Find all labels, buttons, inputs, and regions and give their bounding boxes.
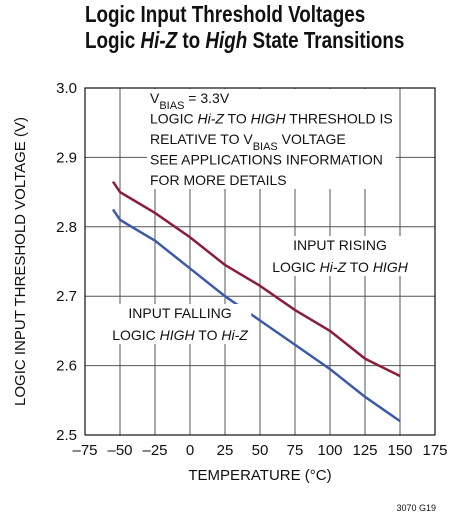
- x-tick-label: 125: [352, 442, 377, 459]
- text-segment: Logic Input Threshold Voltages: [85, 2, 365, 27]
- text-segment: Hi-Z: [140, 28, 178, 53]
- text-segment: THRESHOLD IS: [286, 111, 393, 127]
- y-tick-label: 2.7: [56, 288, 77, 305]
- y-tick-label: 2.5: [56, 427, 77, 444]
- text-segment: LOGIC: [150, 111, 197, 127]
- y-tick-label: 2.6: [56, 358, 77, 375]
- text-line: INPUT FALLING: [128, 305, 231, 321]
- text-line: LOGIC HIGH TO Hi-Z: [112, 327, 248, 343]
- x-tick-label: 175: [422, 442, 447, 459]
- text-segment: LOGIC: [112, 327, 159, 343]
- series-line: [111, 180, 401, 378]
- text-segment: SEE APPLICATIONS INFORMATION: [150, 152, 383, 168]
- text-segment: Hi-Z: [197, 111, 224, 127]
- text-line: FOR MORE DETAILS: [150, 172, 287, 188]
- y-tick-label: 3.0: [56, 80, 77, 97]
- x-tick-label: 100: [317, 442, 342, 459]
- y-tick-label: 2.8: [56, 219, 77, 236]
- text-segment: TO: [195, 327, 222, 343]
- text-segment: Logic: [85, 28, 140, 53]
- text-line: SEE APPLICATIONS INFORMATION: [150, 152, 383, 168]
- text-segment: to: [177, 28, 205, 53]
- chart-title: Logic Input Threshold Voltages: [85, 2, 365, 27]
- text-segment: Hi-Z: [221, 327, 248, 343]
- x-tick-label: 75: [287, 442, 304, 459]
- x-axis-label: TEMPERATURE (°C): [188, 467, 331, 484]
- text-segment: HIGH: [251, 111, 287, 127]
- x-tick-label: 0: [186, 442, 194, 459]
- text-segment: State Transitions: [247, 28, 404, 53]
- annotation: INPUT FALLING LOGIC HIGH TO Hi-Z: [109, 304, 252, 344]
- annotation: INPUT RISING LOGIC Hi-Z TO HIGH: [269, 236, 412, 276]
- x-tick-label: –75: [72, 442, 97, 459]
- y-axis-label: LOGIC INPUT THRESHOLD VOLTAGE (V): [12, 117, 29, 406]
- text-line: Logic Input Threshold Voltages: [85, 2, 365, 27]
- text-segment: = 3.3V: [184, 90, 229, 106]
- text-segment: BIAS: [159, 100, 184, 112]
- text-segment: VOLTAGE: [278, 131, 346, 147]
- chart-title: Logic Hi-Z to High State Transitions: [85, 28, 404, 53]
- annotation-background: [269, 236, 412, 276]
- text-segment: TO: [346, 259, 373, 275]
- x-tick-label: –25: [142, 442, 167, 459]
- x-tick-label: –50: [107, 442, 132, 459]
- x-tick-label: 25: [217, 442, 234, 459]
- y-tick-label: 2.9: [56, 149, 77, 166]
- x-tick-label: 50: [252, 442, 269, 459]
- text-segment: TO: [224, 111, 251, 127]
- text-segment: LOGIC: [272, 259, 319, 275]
- text-line: LOGIC Hi-Z TO HIGH: [272, 259, 409, 275]
- text-segment: High: [205, 28, 247, 53]
- text-line: RELATIVE TO VBIAS VOLTAGE: [150, 131, 346, 153]
- text-line: INPUT RISING: [293, 237, 387, 253]
- text-line: VBIAS = 3.3V: [150, 90, 230, 112]
- plot-frame: [84, 87, 436, 436]
- text-segment: INPUT FALLING: [128, 305, 231, 321]
- x-tick-label: 150: [387, 442, 412, 459]
- annotation-background: [109, 304, 252, 344]
- text-segment: RELATIVE TO V: [150, 131, 253, 147]
- text-segment: HIGH: [160, 327, 196, 343]
- text-segment: BIAS: [253, 141, 278, 153]
- text-segment: FOR MORE DETAILS: [150, 172, 287, 188]
- annotation-background: [147, 89, 396, 189]
- text-segment: Hi-Z: [320, 259, 347, 275]
- text-segment: HIGH: [373, 259, 409, 275]
- text-line: Logic Hi-Z to High State Transitions: [85, 28, 404, 53]
- text-line: LOGIC Hi-Z TO HIGH THRESHOLD IS: [150, 111, 393, 127]
- footnote: 3070 G19: [396, 503, 436, 513]
- text-segment: V: [150, 90, 160, 106]
- text-segment: INPUT RISING: [293, 237, 387, 253]
